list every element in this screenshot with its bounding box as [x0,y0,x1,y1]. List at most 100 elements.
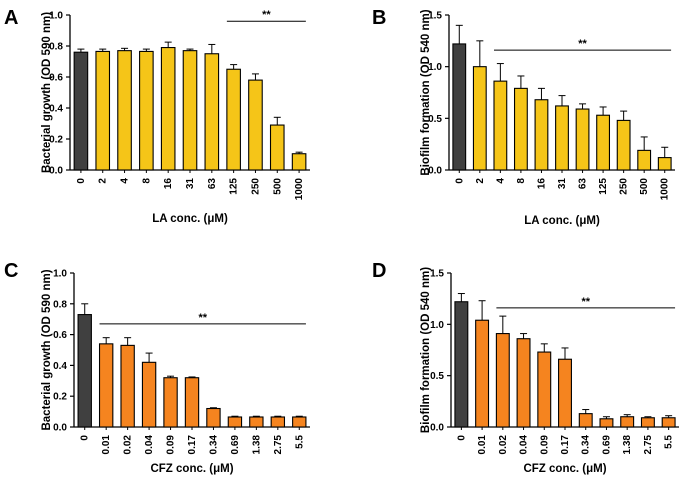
x-tick-label: 8 [141,178,152,184]
y-axis-label: Biofilm formation (OD 540 nm) [420,267,432,433]
bar [95,50,111,171]
bar [516,338,531,428]
y-tick-label: 0.8 [53,299,67,310]
x-tick-label: 31 [557,178,568,190]
x-tick-label: 2.75 [643,435,654,455]
x-tick-label: 1.38 [622,435,633,455]
x-tick-label: 5.5 [664,435,675,449]
y-tick-label: 1.5 [430,269,444,280]
x-tick-label: 250 [250,178,261,195]
x-tick-label: 0 [456,435,467,441]
y-tick-label: 1.0 [428,62,442,73]
bar [537,351,552,428]
x-tick-label: 1000 [660,178,671,201]
x-tick-label: 500 [639,178,650,195]
y-tick-label: 0.4 [49,104,63,115]
chart-panel-a: A 0.0 0.2 0.4 0.6 0.8 1.0 0 2 4 8 16 31 63 125 250 500 10… [4,7,310,225]
y-axis-label: Bacterial growth (OD 590 nm) [41,12,53,173]
bar [558,358,572,428]
bar [139,50,154,171]
bar [661,417,676,428]
bar [249,416,264,428]
panel-letter: D [372,260,386,282]
panel-letter: C [4,260,18,282]
x-tick-label: 0 [80,435,91,441]
y-tick-label: 0.4 [53,361,67,372]
y-tick-label: 0.0 [428,166,442,177]
x-tick-label: 16 [536,178,547,190]
x-tick-label: 2 [475,178,486,184]
x-tick-label: 16 [163,178,174,190]
bar [98,343,114,428]
y-tick-label: 1.5 [428,11,442,22]
bar [269,124,285,171]
x-tick-label: 1.38 [251,435,262,455]
x-tick-label: 0 [454,178,465,184]
bar [160,46,176,171]
bar [472,66,487,171]
bar [578,413,593,428]
bar [640,417,655,428]
x-tick-label: 63 [578,178,589,190]
bar [120,344,135,428]
bar [452,43,467,171]
y-tick-label: 1.0 [53,269,67,280]
bar [77,314,92,428]
bar [493,80,508,171]
bar [73,51,89,171]
x-tick-label: 0.02 [123,435,134,455]
bar [184,377,200,428]
bar [637,149,652,171]
x-axis-label: LA conc. (μM) [524,215,600,227]
x-tick-label: 0.01 [477,435,488,455]
bar [163,377,178,428]
y-tick-label: 0.8 [49,42,63,53]
y-tick-label: 0.5 [428,114,442,125]
x-tick-label: 0.09 [539,435,550,455]
chart-panel-d: D 0.0 0.5 1.0 1.5 0 0.01 0.02 0.04 0.09 0.17 0.34 0.… [372,260,679,475]
x-tick-label: 0.02 [498,435,509,455]
y-axis-label: Bacterial growth (OD 590 nm) [41,269,53,430]
x-axis-label: CFZ conc. (μM) [150,463,233,475]
chart-panel-b: B 0.0 0.5 1.0 1.5 0 2 4 8 16 31 63 125 250 500 1000 ** Bi… [372,7,675,227]
bar [575,108,590,171]
x-tick-label: 0.04 [519,435,530,455]
y-tick-label: 0.5 [430,371,444,382]
x-tick-label: 0.04 [144,435,155,455]
bar [454,301,469,428]
x-tick-label: 0.09 [166,435,177,455]
bar [513,87,528,171]
x-tick-label: 0 [76,178,87,184]
x-tick-label: 1000 [294,178,305,201]
bar [270,416,286,428]
x-axis-label: LA conc. (μM) [152,213,228,225]
bar [616,119,631,171]
bar [117,50,132,171]
bar [141,361,157,428]
y-tick-label: 0.0 [53,423,67,434]
y-tick-label: 1.0 [49,11,63,22]
bar [657,157,672,171]
x-tick-label: 31 [185,178,196,190]
x-tick-label: 0.01 [101,435,112,455]
x-tick-label: 125 [598,178,609,195]
panel-letter: B [372,7,386,29]
bar [534,99,549,171]
y-tick-label: 0.2 [49,135,63,146]
x-tick-label: 250 [619,178,630,195]
y-tick-label: 0.0 [430,423,444,434]
bar [596,114,611,171]
bar [475,319,490,428]
x-tick-label: 4 [495,178,506,184]
significance-label: ** [198,312,207,324]
x-tick-label: 125 [229,178,240,195]
bar [248,79,263,171]
x-tick-label: 2 [98,178,109,184]
x-tick-label: 0.17 [187,435,198,455]
x-tick-label: 4 [120,178,131,184]
bar [620,416,635,428]
bar [206,407,221,428]
x-tick-label: 2.75 [273,435,284,455]
bar [291,153,307,171]
bar [599,418,614,428]
